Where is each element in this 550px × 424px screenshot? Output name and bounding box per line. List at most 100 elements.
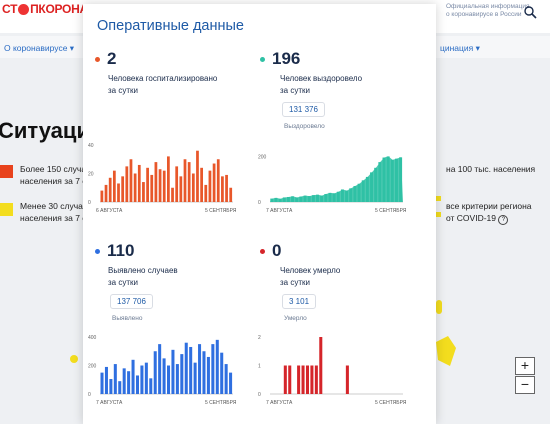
bar [137, 164, 141, 202]
x-tick-label-start: 7 АВГУСТА [96, 400, 123, 406]
bar [386, 156, 390, 202]
bar [286, 196, 290, 202]
bar [167, 365, 171, 394]
deaths-dot-icon [260, 248, 265, 254]
deaths-chart: 2 1 0 7 АВГУСТА 5 СЕНТЯБРЯ [258, 335, 407, 406]
bar [295, 197, 299, 202]
area-series [270, 156, 403, 202]
bar [353, 186, 357, 202]
hospitalized-chart: 40 20 0 6 АВГУСТА 5 СЕНТЯБРЯ [88, 143, 237, 214]
y-tick-label: 0 [258, 392, 261, 398]
bar [191, 173, 195, 202]
bar [332, 193, 336, 202]
bar [229, 187, 233, 202]
bar [125, 166, 129, 202]
bar [229, 372, 233, 394]
bar [129, 159, 133, 202]
bar [328, 192, 332, 202]
bar [131, 359, 135, 394]
bar [274, 197, 278, 202]
bar [100, 372, 104, 394]
zoom-out-button[interactable]: − [515, 376, 535, 394]
bar [340, 189, 344, 202]
recovered-value: 196 [260, 49, 300, 69]
bar [198, 344, 202, 394]
deaths-total-label: Умерло [284, 315, 307, 322]
bar [320, 195, 324, 202]
hospitalized-label: Человека госпитализировано за сутки [108, 74, 218, 95]
y-tick-label: 40 [88, 143, 94, 149]
right-legend-text-1: на 100 тыс. населения [446, 164, 536, 174]
bar [171, 187, 174, 202]
bar [307, 196, 311, 202]
bar [154, 162, 158, 202]
situation-heading: Ситуаци [0, 118, 90, 143]
bar [390, 159, 394, 202]
bar [158, 344, 162, 394]
map-region[interactable] [436, 300, 442, 314]
map-yellow-mark [436, 196, 441, 201]
map-yellow-mark [436, 212, 441, 217]
bar [196, 150, 199, 202]
bar [211, 344, 215, 394]
cases-chart: 400 200 0 7 АВГУСТА 5 СЕНТЯБРЯ [88, 335, 237, 406]
bar [167, 156, 170, 202]
map-region[interactable] [436, 336, 456, 366]
nav-item-vaccination[interactable]: цинация ▾ [440, 43, 480, 53]
bar [179, 176, 183, 202]
bar [378, 162, 382, 202]
bar [270, 198, 274, 202]
modal-title: Оперативные данные [97, 18, 244, 34]
official-info: Официальная информация о коронавирусе в … [446, 3, 529, 19]
nav-item-about[interactable]: О коронавирусе ▾ [4, 43, 75, 53]
bar [288, 365, 292, 394]
logo-text-left: СТ [2, 2, 18, 16]
y-tick-label: 400 [88, 335, 97, 341]
bar [187, 162, 191, 202]
info-icon[interactable]: ? [498, 215, 509, 225]
bar [206, 356, 210, 394]
bar [118, 381, 122, 394]
bar [104, 366, 108, 394]
bar [221, 176, 224, 202]
bar [291, 196, 295, 202]
bar [310, 365, 314, 394]
bar [146, 167, 149, 202]
deaths-label: Человек умерло за сутки [280, 266, 341, 287]
bar [278, 198, 282, 202]
bar [208, 170, 212, 202]
y-tick-label: 0 [88, 200, 91, 206]
recovered-label: Человек выздоровело за сутки [280, 74, 363, 95]
official-line-1: Официальная информация [446, 3, 530, 10]
operational-data-modal: Оперативные данные 2 Человека госпитализ… [83, 4, 436, 424]
y-tick-label: 200 [258, 154, 267, 160]
bar [162, 170, 166, 202]
zoom-in-button[interactable]: + [515, 357, 535, 375]
logo-star-icon [18, 3, 30, 15]
bar [127, 371, 131, 394]
x-tick-label-start: 6 АВГУСТА [96, 208, 123, 214]
bar [153, 351, 157, 394]
bar [305, 365, 309, 394]
bar [100, 190, 104, 202]
bar [162, 358, 166, 394]
legend-red-text: Более 150 случаев населения за 7 су [20, 164, 96, 186]
map-region[interactable] [70, 355, 78, 363]
hospitalized-value: 2 [95, 49, 116, 69]
bar [113, 364, 117, 394]
x-tick-label-end: 5 СЕНТЯБРЯ [375, 208, 407, 214]
legend-yellow-text: Менее 30 случаев населения за 7 су [20, 201, 93, 223]
bar [112, 170, 116, 202]
x-tick-label-start: 7 АВГУСТА [266, 208, 293, 214]
bar [349, 188, 353, 202]
bar [357, 183, 361, 202]
bar [316, 194, 319, 202]
bar [200, 167, 204, 202]
cases-total-badge: 137 706 [110, 294, 153, 309]
bar [121, 176, 125, 202]
bar [216, 159, 220, 202]
bar [399, 157, 403, 202]
bar [345, 190, 349, 202]
search-icon[interactable] [523, 5, 537, 19]
bar [183, 159, 187, 202]
